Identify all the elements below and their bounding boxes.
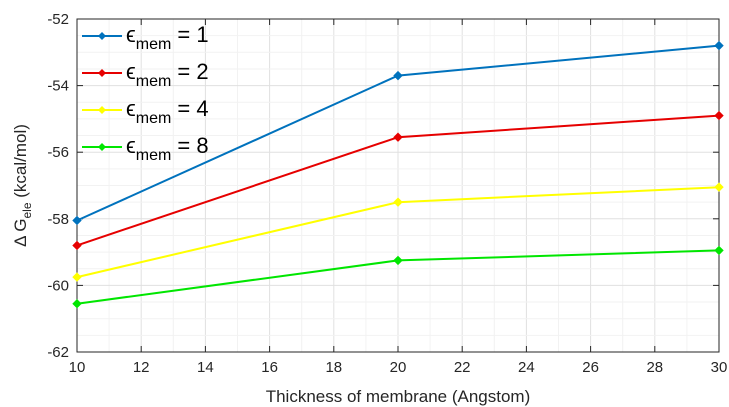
y-tick-label: -62 [47, 344, 69, 361]
series-layer [72, 40, 724, 309]
axis-ticks: 10 12 14 16 18 20 22 24 26 28 30 -62 -60 -58 -56 -54 -52 [47, 11, 727, 376]
legend-entry: ϵmem = 8 [82, 133, 209, 164]
y-axis-label-subscript: ele [20, 202, 34, 218]
legend-label: ϵmem = 8 [126, 133, 209, 164]
data-point [72, 272, 82, 282]
legend-swatch-marker [98, 69, 106, 77]
data-point [72, 240, 82, 251]
x-tick-label: 30 [711, 359, 728, 376]
y-axis-label: Δ Gele (kcal/mol) [11, 124, 34, 247]
series-2 [72, 110, 724, 251]
data-point [393, 70, 403, 81]
x-tick-label: 26 [582, 359, 599, 376]
legend-entry: ϵmem = 4 [82, 96, 209, 127]
data-point [714, 182, 724, 192]
data-point [714, 110, 724, 121]
x-tick-label: 20 [390, 359, 407, 376]
data-point [393, 132, 403, 142]
x-tick-label: 10 [69, 359, 86, 376]
y-tick-label: -56 [47, 144, 69, 161]
x-tick-label: 28 [646, 359, 663, 376]
legend-label: ϵmem = 4 [126, 96, 209, 127]
legend-entry: ϵmem = 2 [82, 59, 209, 90]
x-tick-label: 18 [325, 359, 342, 376]
data-point [714, 40, 724, 51]
series-4 [72, 245, 724, 309]
grid [76, 18, 720, 353]
legend-swatch-marker [98, 106, 106, 114]
legend-label: ϵmem = 1 [126, 22, 209, 53]
x-tick-label: 14 [197, 359, 214, 376]
y-tick-label: -58 [47, 211, 69, 228]
legend: ϵmem = 1 ϵmem = 2 ϵmem = 4 ϵmem = 8 [82, 22, 209, 164]
y-axis-label-suffix: (kcal/mol) [11, 124, 30, 202]
y-tick-label: -52 [47, 11, 69, 28]
legend-entry: ϵmem = 1 [82, 22, 209, 53]
data-point [393, 255, 403, 266]
series-1 [72, 40, 724, 226]
series-3 [72, 182, 724, 282]
data-point [714, 245, 724, 256]
x-tick-label: 24 [518, 359, 535, 376]
legend-swatch-marker [98, 32, 106, 40]
x-axis-label: Thickness of membrane (Angstom) [266, 387, 531, 406]
legend-swatch-marker [98, 143, 106, 151]
x-tick-label: 12 [133, 359, 150, 376]
data-point [72, 299, 82, 309]
y-tick-label: -60 [47, 277, 69, 294]
data-point [393, 197, 403, 207]
legend-label: ϵmem = 2 [126, 59, 209, 90]
y-tick-label: -54 [47, 78, 69, 95]
data-point [72, 215, 82, 226]
x-tick-label: 16 [261, 359, 278, 376]
y-axis-label-prefix: Δ G [11, 219, 30, 247]
x-tick-label: 22 [454, 359, 471, 376]
